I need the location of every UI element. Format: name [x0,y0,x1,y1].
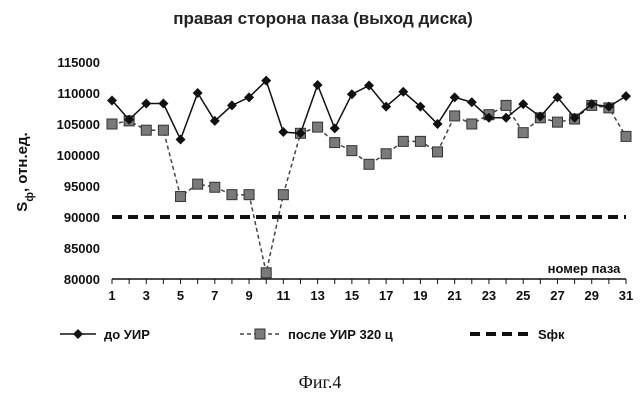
series-after-point [107,119,117,129]
series-after-point [193,179,203,189]
series-after-point [552,117,562,127]
legend-label-series-3: Sфк [538,327,565,342]
series-after-point [398,136,408,146]
x-tick-label: 17 [379,288,393,303]
y-tick-label: 100000 [57,148,100,163]
figure-caption: Фиг.4 [299,372,342,392]
series-after-point [415,136,425,146]
y-tick-label: 115000 [57,55,100,70]
x-tick-label: 15 [345,288,359,303]
series-after-line [112,105,626,272]
legend-entry-series-2: после УИР 320 ц [240,327,393,342]
x-tick-label: 29 [584,288,598,303]
series-after-point [621,131,631,141]
x-tick-label: 31 [619,288,633,303]
x-tick-label: 19 [413,288,427,303]
series-after-point [381,149,391,159]
series-before-point [158,99,168,109]
series-before-point [621,91,631,101]
series-after-point [450,111,460,121]
chart-title: правая сторона паза (выход диска) [173,9,473,28]
series-before-point [193,88,203,98]
legend-entry-series-1: до УИР [60,327,150,342]
series-after-point [158,125,168,135]
x-tick-label: 23 [482,288,496,303]
y-tick-label: 85000 [64,241,100,256]
x-axis-label: номер паза [548,261,622,276]
y-tick-label: 90000 [64,210,100,225]
series-after-point [261,268,271,278]
series-after-point [244,190,254,200]
x-tick-label: 21 [447,288,461,303]
series-after-point [518,128,528,138]
series-after-point [176,192,186,202]
legend-marker-series-2 [255,329,265,339]
legend-marker-series-1 [73,329,83,339]
series-after-point [467,119,477,129]
series-after-point [364,159,374,169]
legend: до УИР после УИР 320 ц Sфк [60,327,565,342]
series-after-point [347,146,357,156]
series-before-point [313,80,323,90]
x-tick-label: 13 [310,288,324,303]
series-after-point [330,138,340,148]
x-tick-label: 3 [143,288,150,303]
legend-label-series-2: после УИР 320 ц [288,327,393,342]
y-axis-label-rest: , отн.ед. [14,132,31,192]
legend-label-series-1: до УИР [104,327,150,342]
series-after-point [210,182,220,192]
y-tick-label: 80000 [64,272,100,287]
series-after-point [501,100,511,110]
series-before-point [450,92,460,102]
series-after-point [313,122,323,132]
y-axis-label-sub: ф [24,192,36,202]
series-after-point [141,125,151,135]
series-before-point [330,123,340,133]
y-axis-label: Sф, отн.ед. [14,132,36,211]
series-after-point [227,190,237,200]
series-before-point [278,127,288,137]
y-tick-label: 105000 [57,117,100,132]
y-tick-label: 110000 [57,86,100,101]
x-tick-label: 9 [245,288,252,303]
x-tick-label: 27 [550,288,564,303]
y-axis-label-main: S [14,202,31,212]
series-after-point [278,190,288,200]
legend-entry-series-3: Sфк [470,327,565,342]
series-after-point [433,147,443,157]
series-before-point [176,135,186,145]
series-before-point [347,89,357,99]
y-tick-label: 95000 [64,179,100,194]
x-tick-label: 25 [516,288,530,303]
x-tick-label: 7 [211,288,218,303]
x-tick-label: 11 [276,288,290,303]
x-tick-label: 5 [177,288,184,303]
x-tick-label: 1 [108,288,115,303]
